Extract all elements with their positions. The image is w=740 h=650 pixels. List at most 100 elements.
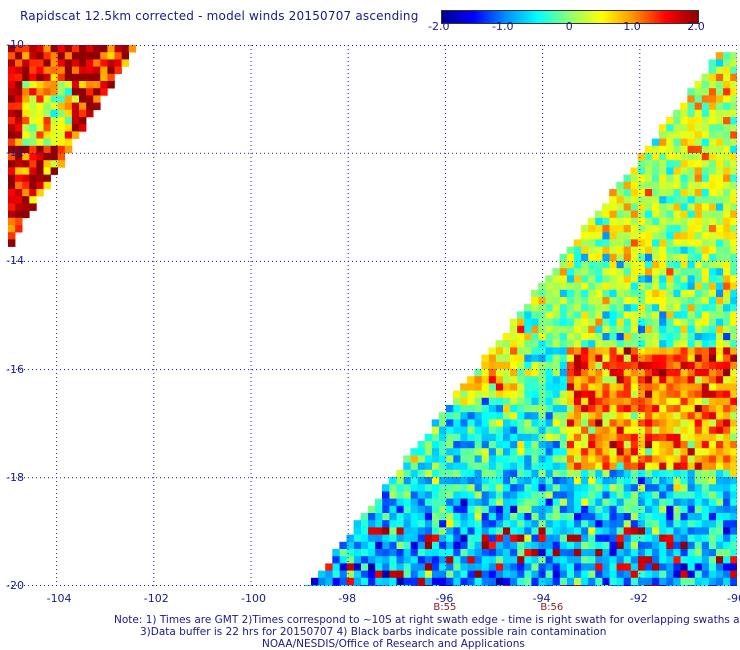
wind-cell [545, 282, 553, 291]
wind-cell [637, 340, 645, 348]
wind-cell [545, 304, 553, 312]
wind-cell [580, 253, 589, 262]
wind-cell [701, 73, 709, 82]
wind-cell [644, 297, 653, 305]
wind-cell [460, 534, 468, 543]
wind-cell [509, 556, 518, 564]
wind-cell [100, 59, 108, 67]
wind-cell [609, 556, 617, 564]
wind-cell [609, 448, 617, 456]
wind-cell [658, 433, 667, 442]
wind-cell [502, 433, 511, 442]
wind-cell [566, 426, 574, 435]
wind-cell [559, 505, 567, 514]
wind-cell [580, 304, 589, 312]
wind-cell [694, 325, 702, 334]
wind-cell [651, 433, 660, 442]
wind-cell [602, 513, 610, 521]
wind-cell [666, 246, 674, 255]
colorbar-tick-label: 0 [565, 20, 573, 33]
wind-cell [658, 369, 667, 377]
wind-cell [651, 541, 660, 550]
wind-cell [573, 556, 582, 564]
wind-cell [481, 361, 489, 370]
wind-cell [382, 577, 390, 586]
wind-cell [481, 455, 489, 463]
wind-cell [623, 441, 631, 449]
wind-cell [722, 167, 731, 175]
wind-cell [509, 570, 518, 579]
wind-cell [573, 455, 582, 463]
wind-cell [623, 289, 631, 298]
wind-cell [666, 361, 674, 370]
wind-cell [71, 124, 80, 132]
wind-cell [367, 513, 376, 521]
wind-cell [658, 448, 667, 456]
wind-cell [680, 246, 688, 255]
wind-cell [687, 491, 695, 499]
wind-cell [658, 390, 667, 399]
wind-cell [516, 412, 525, 420]
wind-cell [100, 73, 108, 82]
wind-cell [616, 217, 624, 226]
wind-cell [722, 505, 731, 514]
wind-cell [453, 498, 461, 507]
wind-cell [545, 340, 553, 348]
wind-cell [715, 520, 724, 528]
wind-cell [566, 505, 574, 514]
wind-cell [623, 232, 631, 240]
wind-cell [623, 268, 631, 276]
wind-cell [374, 513, 383, 521]
wind-cell [602, 210, 610, 219]
wind-cell [694, 131, 702, 139]
wind-cell [545, 441, 553, 449]
wind-cell [559, 585, 567, 586]
wind-cell [538, 318, 546, 327]
wind-cell [680, 549, 688, 557]
wind-cell [431, 570, 440, 579]
wind-cell [481, 412, 489, 420]
wind-cell [729, 469, 737, 478]
wind-cell [15, 153, 23, 161]
wind-cell [708, 376, 716, 384]
wind-cell [637, 498, 645, 507]
wind-cell [417, 484, 425, 492]
wind-cell [701, 477, 709, 485]
wind-cell [666, 131, 674, 139]
wind-cell [403, 556, 411, 564]
wind-cell [587, 354, 596, 363]
wind-cell [680, 253, 688, 262]
wind-cell [644, 397, 653, 406]
wind-cell [595, 433, 603, 442]
wind-cell [666, 138, 674, 147]
wind-cell [722, 153, 731, 161]
wind-cell [538, 455, 546, 463]
wind-cell [708, 361, 716, 370]
wind-cell [573, 462, 582, 471]
wind-cell [715, 95, 724, 103]
wind-cell [587, 253, 596, 262]
wind-cell [602, 239, 610, 247]
wind-cell [566, 333, 574, 341]
wind-cell [360, 563, 369, 571]
wind-cell [637, 369, 645, 377]
wind-cell [467, 520, 475, 528]
wind-cell [460, 498, 468, 507]
wind-cell [474, 498, 482, 507]
wind-cell [694, 282, 702, 291]
wind-cell [346, 534, 354, 543]
wind-cell [467, 570, 475, 579]
wind-cell [353, 563, 361, 571]
wind-cell [694, 383, 702, 391]
wind-cell [729, 498, 737, 507]
wind-cell [687, 239, 695, 247]
wind-cell [15, 66, 23, 75]
wind-cell [623, 275, 631, 283]
wind-cell [438, 549, 447, 557]
wind-cell [346, 549, 354, 557]
wind-cell [708, 246, 716, 255]
wind-cell [623, 174, 631, 183]
wind-cell [396, 484, 404, 492]
wind-cell [616, 448, 624, 456]
wind-cell [722, 232, 731, 240]
